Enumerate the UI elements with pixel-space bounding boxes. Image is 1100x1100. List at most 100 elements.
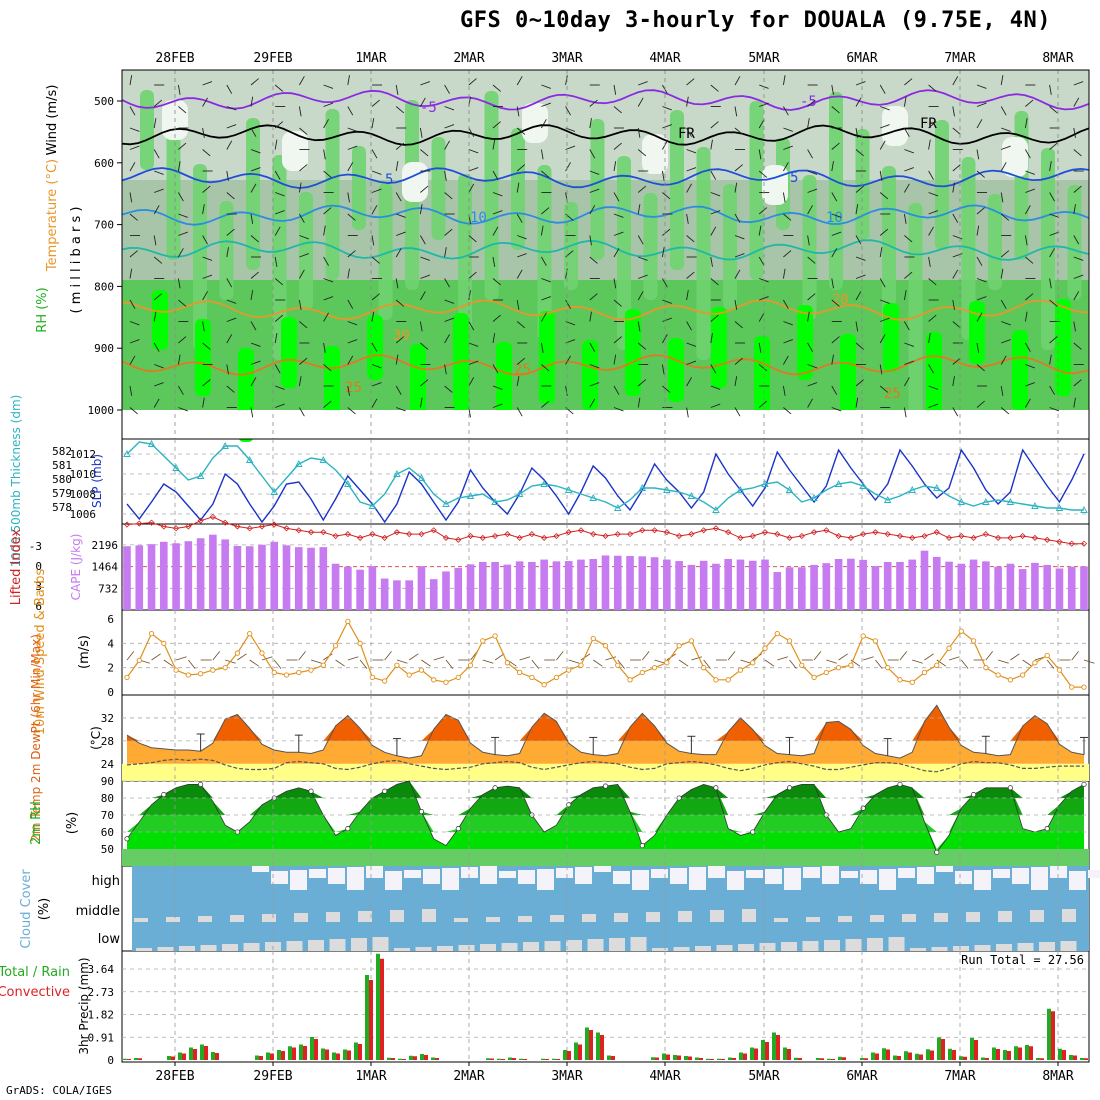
wind-barb [274, 139, 278, 150]
wind-barb [813, 651, 822, 661]
precip-conv-bar [182, 1053, 186, 1060]
rh-base-fill [122, 849, 1089, 866]
wind10m-marker [995, 672, 1001, 678]
wind-barb [1000, 268, 1004, 279]
li-marker [995, 534, 1002, 541]
precip-conv-bar [259, 1056, 263, 1060]
wind-barb [928, 256, 931, 267]
wind-barb [855, 204, 859, 215]
wind-barb [758, 342, 762, 353]
wind-barb [879, 192, 889, 200]
li-marker [528, 531, 535, 538]
wind-barb [129, 213, 138, 221]
wind-barb [129, 407, 138, 415]
wind-barb [395, 84, 399, 95]
wind-barb [250, 149, 261, 154]
thickness-marker [982, 498, 990, 505]
wind-barb [703, 659, 711, 669]
rh-plume-high [539, 311, 555, 404]
precip-conv-bar [347, 1050, 351, 1060]
wind-barb [323, 400, 332, 408]
cape-bar [761, 559, 769, 610]
wind-barb [274, 364, 281, 374]
wind-barb [1001, 145, 1011, 150]
wind-barb [250, 78, 259, 86]
li-marker [295, 527, 302, 534]
wind10m-marker [148, 630, 155, 637]
wind-barb [178, 248, 184, 258]
contour-label: FR [678, 126, 695, 142]
wind-barb [831, 84, 834, 95]
cloud-gap-high [309, 869, 326, 878]
li-marker [283, 525, 290, 532]
precip-conv-bar [776, 1035, 780, 1060]
wind10m-units-label: (m/s) [77, 635, 92, 669]
cloud-gap-low [931, 947, 948, 951]
wind-barb [299, 164, 308, 172]
cloud-gap-middle [198, 916, 212, 922]
li-marker [467, 532, 474, 540]
wind-barb [1000, 162, 1007, 172]
cape-bar [466, 564, 475, 610]
wind-barb [153, 398, 160, 408]
wind10m-marker [320, 662, 326, 668]
wind-barb [879, 247, 883, 258]
cape-bar [184, 541, 193, 610]
wind-barb [153, 293, 163, 301]
cloud-gap-high [252, 866, 269, 872]
li-marker [933, 529, 940, 536]
wind-barb [904, 78, 913, 86]
wind-barb [323, 84, 334, 89]
wind-barb [347, 192, 350, 203]
wind-barb [710, 278, 719, 286]
wind-barb [298, 182, 302, 193]
cloud-gap-low [1017, 943, 1034, 951]
cloud-gap-middle [1062, 909, 1076, 922]
cloud-gap-high [879, 869, 896, 890]
cape-bar [589, 558, 598, 610]
date-label-top: 3MAR [551, 51, 582, 66]
wind-barb [519, 656, 531, 661]
cloud-gap-low [1060, 941, 1077, 951]
wind-barb [710, 192, 721, 197]
wind-barb [928, 364, 934, 374]
wind-barb [783, 407, 792, 415]
wind-barb [1073, 342, 1082, 350]
precip-total-bar [970, 1038, 974, 1060]
cloud-gap-low [867, 938, 883, 951]
wind-barb [928, 192, 939, 197]
precip-total-bar [662, 1053, 666, 1060]
wind-barb [880, 299, 890, 304]
wind-barb [129, 321, 140, 326]
wind-barb [1073, 127, 1076, 138]
wind-barb [371, 382, 382, 387]
wind-barb [1001, 127, 1011, 132]
wind-barb [226, 247, 229, 258]
wind-barb [323, 312, 329, 322]
contour-label: 5 [385, 172, 393, 188]
li-marker [970, 534, 977, 541]
wind-barb [589, 170, 600, 175]
wind-barb [129, 385, 133, 396]
wind-barb [661, 364, 665, 375]
wind-barb [420, 274, 430, 279]
wind-barb [589, 293, 598, 301]
wind10m-marker [296, 669, 302, 676]
thickness-marker [172, 464, 180, 471]
wind-barb [541, 312, 547, 322]
precip-conv-bar [666, 1054, 670, 1060]
cloud-gap-low [609, 938, 625, 951]
wind-barb [855, 97, 862, 107]
precip-conv-bar [314, 1039, 318, 1060]
li-marker [982, 531, 989, 538]
wind-barb [637, 235, 644, 245]
wind-barb [273, 659, 282, 669]
precip-total-bar [508, 1057, 512, 1060]
thickness-marker [196, 472, 205, 479]
wind-barb [686, 235, 695, 243]
cloud-gap-low [501, 943, 518, 951]
cape-bar [1055, 568, 1064, 610]
rh-marker [639, 843, 645, 849]
cape-bar [233, 545, 242, 610]
wind-barb [734, 164, 743, 172]
